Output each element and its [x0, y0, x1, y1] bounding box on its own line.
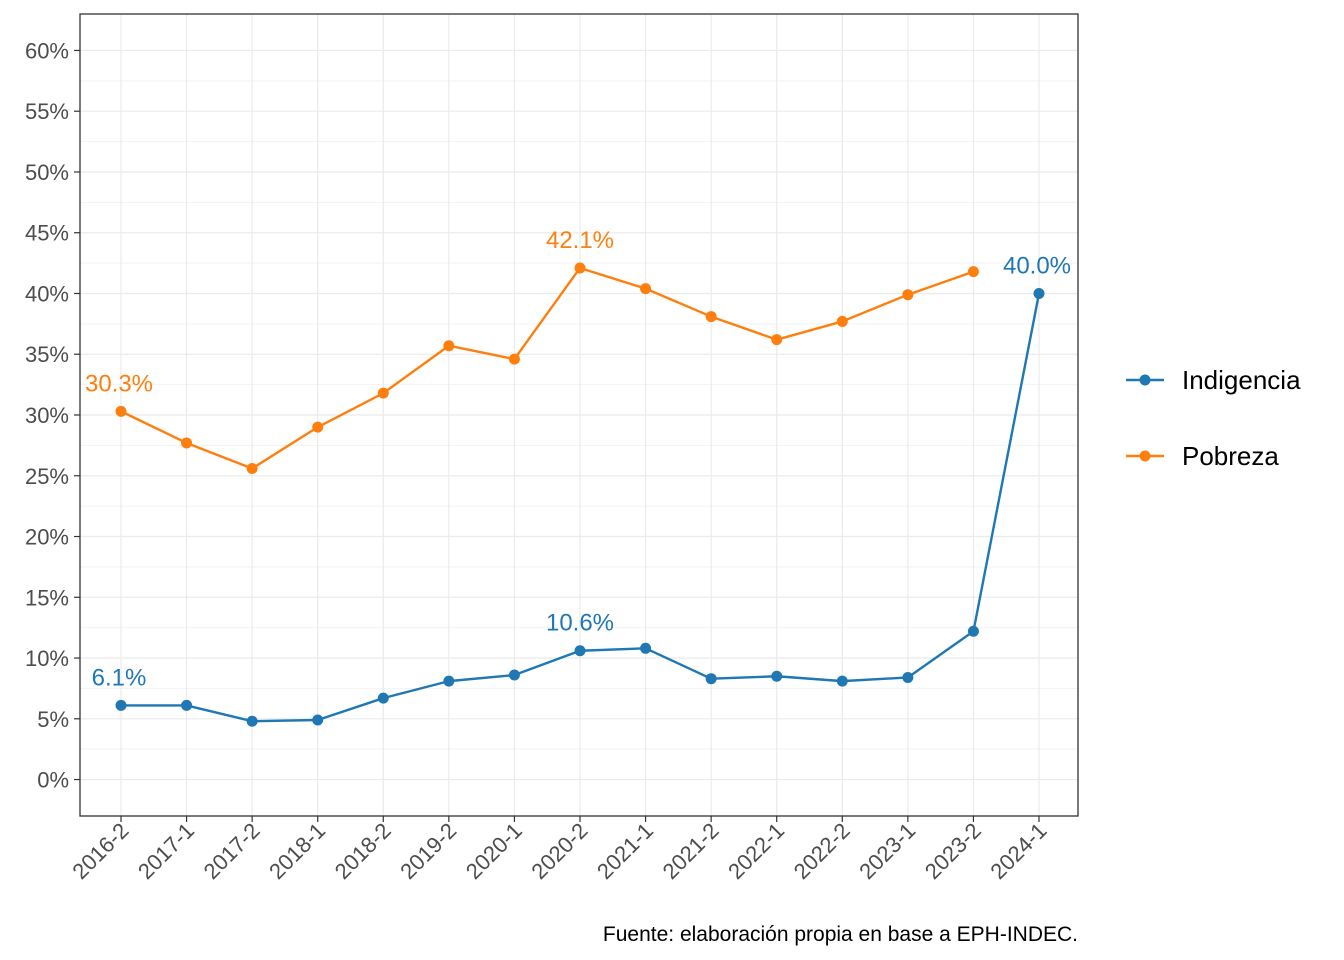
data-label: 10.6%: [546, 610, 614, 637]
data-point-pobreza: [771, 334, 783, 346]
data-point-indigencia: [574, 645, 586, 657]
y-tick-label: 50%: [25, 160, 69, 185]
series-line-pobreza: [120, 266, 974, 470]
data-point-indigencia: [771, 670, 783, 682]
data-point-indigencia: [312, 714, 324, 726]
x-tick-label: 2021-1: [592, 818, 658, 884]
data-label: 6.1%: [92, 664, 147, 691]
data-point-indigencia: [377, 692, 389, 704]
data-point-indigencia: [836, 675, 848, 687]
data-point-pobreza: [967, 266, 979, 278]
data-point-pobreza: [902, 289, 914, 301]
y-tick-label: 20%: [25, 525, 69, 550]
data-label: 42.1%: [546, 227, 614, 254]
data-point-indigencia: [705, 673, 717, 685]
x-tick-label: 2018-2: [330, 818, 396, 884]
y-tick-label: 25%: [25, 464, 69, 489]
y-tick-label: 10%: [25, 646, 69, 671]
data-point-pobreza: [508, 353, 520, 365]
major-gridlines: [80, 14, 1078, 816]
data-point-indigencia: [181, 699, 193, 711]
x-tick-label: 2018-1: [264, 818, 330, 884]
x-tick-label: 2017-2: [199, 818, 265, 884]
data-point-pobreza: [377, 387, 389, 399]
y-tick-label: 35%: [25, 342, 69, 367]
data-point-pobreza: [705, 311, 717, 323]
data-point-pobreza: [312, 421, 324, 433]
x-tick-label: 2021-2: [658, 818, 724, 884]
x-axis: 2016-2 2017-1 2017-2 2018-1 2018-2 2019-2 2020…: [67, 816, 1052, 884]
x-tick-label: 2020-2: [526, 818, 592, 884]
data-point-indigencia: [902, 671, 914, 683]
data-point-pobreza: [443, 340, 455, 352]
x-tick-label: 2016-2: [67, 818, 133, 884]
y-tick-label: 15%: [25, 585, 69, 610]
x-tick-label: 2022-2: [789, 818, 855, 884]
y-tick-label: 0%: [37, 768, 69, 793]
data-label: 40.0%: [1003, 252, 1071, 279]
y-tick-label: 5%: [37, 707, 69, 732]
data-label: 30.3%: [85, 370, 153, 397]
data-labels: 6.1% 10.6% 40.0% 30.3% 42.1%: [85, 227, 1071, 691]
y-tick-label: 45%: [25, 221, 69, 246]
legend-key-point: [1139, 450, 1151, 462]
source-caption: Fuente: elaboración propia en base a EPH…: [603, 923, 1078, 946]
data-point-pobreza: [115, 405, 127, 417]
data-point-pobreza: [640, 283, 652, 295]
x-tick-label: 2019-2: [395, 818, 461, 884]
data-point-indigencia: [115, 699, 127, 711]
series-layer: [115, 262, 1045, 727]
data-point-indigencia: [443, 675, 455, 687]
data-point-indigencia: [246, 715, 258, 727]
y-tick-label: 60%: [25, 38, 69, 63]
legend: Indigencia Pobreza: [1126, 365, 1301, 471]
x-tick-label: 2023-1: [854, 818, 920, 884]
data-point-pobreza: [574, 262, 586, 274]
legend-label-indigencia: Indigencia: [1182, 365, 1301, 395]
x-tick-label: 2022-1: [723, 818, 789, 884]
y-axis: 0% 5% 10% 15% 20% 25% 30% 35% 40% 45% 50% 55% 60%: [25, 38, 80, 793]
legend-key-point: [1139, 374, 1151, 386]
data-point-indigencia: [967, 625, 979, 637]
y-tick-label: 40%: [25, 281, 69, 306]
x-tick-label: 2024-1: [985, 818, 1051, 884]
data-point-indigencia: [1033, 287, 1045, 299]
x-tick-label: 2020-1: [461, 818, 527, 884]
data-point-pobreza: [836, 315, 848, 327]
x-tick-label: 2017-1: [133, 818, 199, 884]
y-tick-label: 30%: [25, 403, 69, 428]
data-point-pobreza: [181, 437, 193, 449]
data-point-pobreza: [246, 462, 258, 474]
data-point-indigencia: [640, 642, 652, 654]
legend-label-pobreza: Pobreza: [1182, 441, 1279, 471]
x-tick-label: 2023-2: [920, 818, 986, 884]
y-tick-label: 55%: [25, 99, 69, 124]
data-point-indigencia: [508, 669, 520, 681]
